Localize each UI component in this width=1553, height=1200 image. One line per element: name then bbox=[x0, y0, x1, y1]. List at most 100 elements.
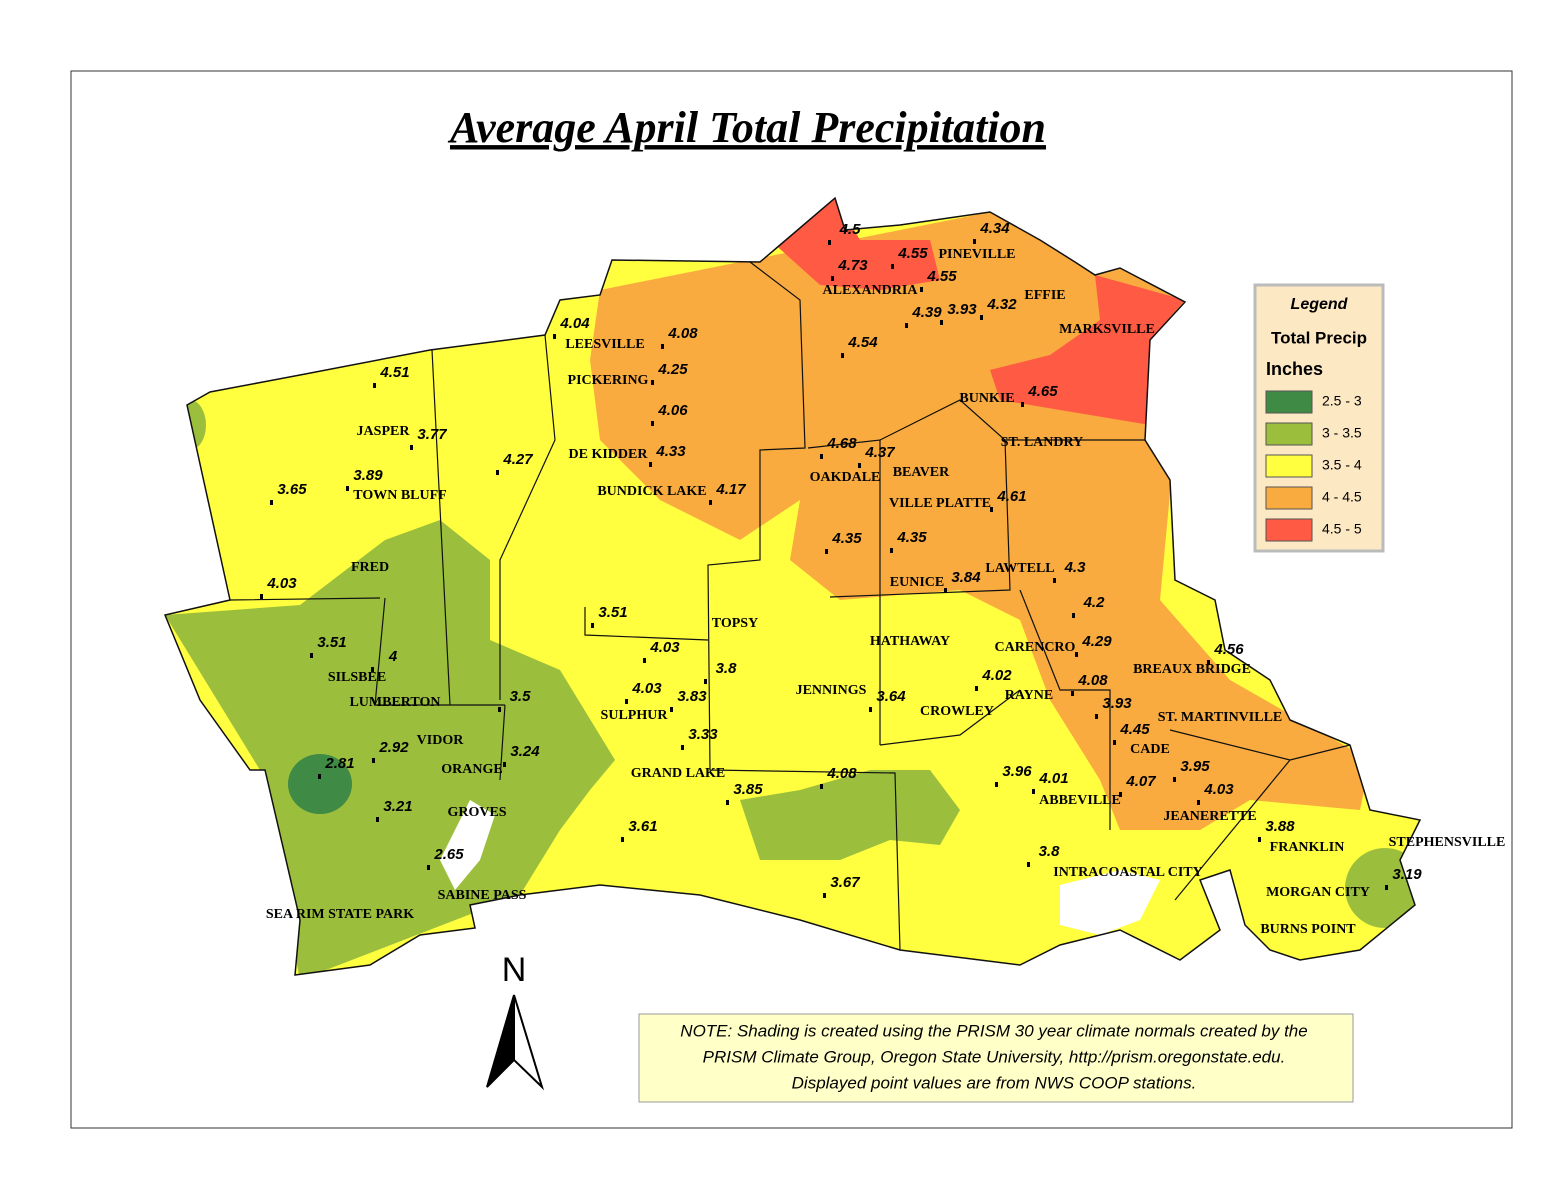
station-value: 4.08 bbox=[1077, 672, 1108, 689]
station-marker bbox=[858, 463, 861, 468]
station-marker bbox=[820, 784, 823, 789]
station-marker bbox=[990, 507, 993, 512]
station-marker bbox=[621, 837, 624, 842]
station-value: 4.61 bbox=[996, 488, 1026, 505]
station-marker bbox=[681, 745, 684, 750]
place-label: CADE bbox=[1130, 742, 1170, 757]
station-value: 4.55 bbox=[897, 245, 928, 262]
station-marker bbox=[496, 470, 499, 475]
station-marker bbox=[373, 383, 376, 388]
station-value: 4.56 bbox=[1213, 641, 1244, 658]
place-label: SEA RIM STATE PARK bbox=[266, 907, 414, 922]
station-marker bbox=[831, 276, 834, 281]
arrow-left bbox=[486, 994, 515, 1088]
station-marker bbox=[270, 500, 273, 505]
station-marker bbox=[944, 588, 947, 593]
place-label: LEESVILLE bbox=[565, 337, 644, 352]
station-value: 3.93 bbox=[1102, 695, 1132, 712]
station-value: 4.17 bbox=[715, 481, 746, 498]
zone-3-3.5 bbox=[165, 520, 615, 975]
place-label: BUNKIE bbox=[959, 391, 1014, 406]
legend-swatch bbox=[1265, 518, 1313, 542]
station-marker bbox=[825, 549, 828, 554]
place-label: MORGAN CITY bbox=[1266, 885, 1370, 900]
station-marker bbox=[310, 653, 313, 658]
station-marker bbox=[371, 667, 374, 672]
station-value: 3.96 bbox=[1002, 763, 1032, 780]
place-label: RAYNE bbox=[1005, 688, 1054, 703]
place-label: PINEVILLE bbox=[938, 247, 1015, 262]
station-value: 2.92 bbox=[378, 739, 409, 756]
station-marker bbox=[869, 707, 872, 712]
station-value: 3.19 bbox=[1392, 866, 1422, 883]
station-marker bbox=[995, 782, 998, 787]
bay bbox=[1060, 870, 1160, 935]
station-value: 3.8 bbox=[716, 660, 738, 677]
station-value: 4.3 bbox=[1064, 559, 1087, 576]
station-value: 4.73 bbox=[837, 257, 868, 274]
place-label: FRANKLIN bbox=[1270, 840, 1345, 855]
place-label: EUNICE bbox=[890, 575, 944, 590]
station-marker bbox=[625, 699, 628, 704]
station-value: 4.34 bbox=[979, 220, 1010, 237]
place-label: HATHAWAY bbox=[870, 634, 950, 649]
legend-label: 3 - 3.5 bbox=[1322, 425, 1362, 441]
station-marker bbox=[503, 762, 506, 767]
station-marker bbox=[905, 323, 908, 328]
lake bbox=[440, 800, 495, 890]
station-value: 4.51 bbox=[379, 364, 409, 381]
legend: Legend Total Precip Inches 2.5 - 3 3 - 3.… bbox=[1253, 283, 1385, 553]
parish-lines bbox=[229, 261, 1351, 951]
station-value: 4.54 bbox=[847, 334, 878, 351]
place-label: ST. MARTINVILLE bbox=[1158, 710, 1283, 725]
station-marker bbox=[260, 594, 263, 599]
station-value: 4 bbox=[388, 648, 398, 665]
legend-label: 3.5 - 4 bbox=[1322, 457, 1362, 473]
zone-4.5-5 bbox=[990, 275, 1185, 425]
station-value: 2.65 bbox=[433, 846, 464, 863]
station-marker bbox=[1095, 714, 1098, 719]
station-marker bbox=[649, 462, 652, 467]
place-label: OAKDALE bbox=[810, 470, 881, 485]
place-label: STEPHENSVILLE bbox=[1389, 835, 1506, 850]
place-label: VILLE PLATTE bbox=[889, 496, 991, 511]
station-value: 3.65 bbox=[277, 481, 307, 498]
legend-swatch bbox=[1265, 390, 1313, 414]
station-value: 4.5 bbox=[839, 221, 862, 238]
station-value: 3.24 bbox=[510, 743, 540, 760]
station-marker bbox=[920, 287, 923, 292]
place-label: ABBEVILLE bbox=[1039, 793, 1121, 808]
station-value: 3.83 bbox=[677, 688, 707, 705]
place-label: JENNINGS bbox=[796, 683, 867, 698]
station-value: 4.33 bbox=[655, 443, 686, 460]
zone-3-3.5 bbox=[740, 770, 960, 860]
station-marker bbox=[820, 454, 823, 459]
place-label: VIDOR bbox=[417, 733, 465, 748]
station-value: 4.08 bbox=[826, 765, 857, 782]
station-marker bbox=[973, 239, 976, 244]
station-marker bbox=[498, 707, 501, 712]
place-label: TOWN BLUFF bbox=[353, 488, 446, 503]
station-value: 4.27 bbox=[502, 451, 533, 468]
place-label: DE KIDDER bbox=[569, 447, 649, 462]
place-label: TOPSY bbox=[712, 616, 758, 631]
legend-swatch bbox=[1265, 486, 1313, 510]
station-marker bbox=[376, 817, 379, 822]
station-marker bbox=[980, 315, 983, 320]
station-marker bbox=[709, 500, 712, 505]
legend-label: 4 - 4.5 bbox=[1322, 489, 1362, 505]
station-marker bbox=[891, 264, 894, 269]
station-marker bbox=[940, 320, 943, 325]
station-marker bbox=[318, 774, 321, 779]
station-marker bbox=[841, 353, 844, 358]
station-marker bbox=[651, 421, 654, 426]
place-label: SULPHUR bbox=[601, 708, 669, 723]
legend-label: 4.5 - 5 bbox=[1322, 521, 1362, 537]
station-value: 4.29 bbox=[1081, 633, 1112, 650]
note-line: PRISM Climate Group, Oregon State Univer… bbox=[703, 1047, 1286, 1066]
place-label: BUNDICK LAKE bbox=[597, 484, 706, 499]
station-marker bbox=[704, 679, 707, 684]
place-label: EFFIE bbox=[1024, 288, 1065, 303]
